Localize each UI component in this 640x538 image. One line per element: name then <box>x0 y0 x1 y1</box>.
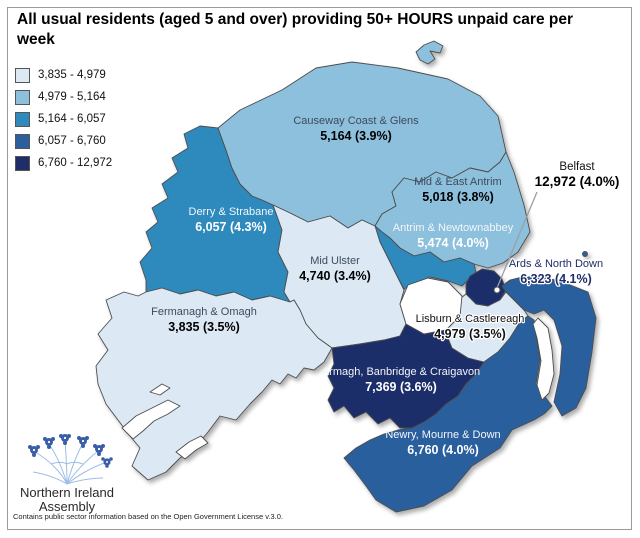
label-fermanagh-and-omagh: Fermanagh & Omagh 3,835 (3.5%) <box>151 306 257 334</box>
svg-text:6,057 (4.3%): 6,057 (4.3%) <box>195 220 267 234</box>
legend-item: 4,979 - 5,164 <box>15 86 112 108</box>
svg-text:Mid & East Antrim: Mid & East Antrim <box>414 176 501 188</box>
lough-erne-sliver <box>149 383 171 396</box>
svg-text:Newry, Mourne & Down: Newry, Mourne & Down <box>385 429 500 441</box>
legend-item: 5,164 - 6,057 <box>15 108 112 130</box>
legend-label: 6,057 - 6,760 <box>38 135 106 147</box>
svg-text:Mid Ulster: Mid Ulster <box>310 255 360 267</box>
lough-neagh <box>399 277 463 335</box>
svg-text:Belfast: Belfast <box>559 161 595 173</box>
legend-item: 6,057 - 6,760 <box>15 130 112 152</box>
svg-text:Ards & North Down: Ards & North Down <box>509 258 603 270</box>
legend-label: 4,979 - 5,164 <box>38 91 106 103</box>
region-fermanagh-and-omagh <box>95 287 333 481</box>
legend-swatch <box>15 67 30 83</box>
svg-text:5,474 (4.0%): 5,474 (4.0%) <box>417 236 489 250</box>
legend-label: 5,164 - 6,057 <box>38 113 106 125</box>
svg-text:5,018 (3.8%): 5,018 (3.8%) <box>422 190 494 204</box>
region-rathlin-island <box>415 40 444 65</box>
svg-text:Derry & Strabane: Derry & Strabane <box>189 206 274 218</box>
license-attribution: Contains public sector information based… <box>13 512 284 521</box>
svg-text:Lisburn & Castlereagh: Lisburn & Castlereagh <box>416 313 525 325</box>
logo-text-line2: Assembly <box>38 498 96 514</box>
strangford-lough <box>532 317 555 401</box>
belfast-anchor-dot <box>493 286 501 294</box>
svg-text:3,835 (3.5%): 3,835 (3.5%) <box>168 320 240 334</box>
belfast-leader-line <box>493 191 538 294</box>
logo-text-line1: Northern Ireland <box>20 485 114 500</box>
lower-lough-erne <box>121 399 181 440</box>
svg-text:Antrim & Newtownabbey: Antrim & Newtownabbey <box>393 222 514 234</box>
svg-text:7,369 (3.6%): 7,369 (3.6%) <box>365 380 437 394</box>
region-copeland-island <box>582 251 588 257</box>
label-antrim-and-newtownabbey: Antrim & Newtownabbey 5,474 (4.0%) <box>393 222 514 250</box>
region-ards-and-north-down <box>501 276 597 417</box>
legend-item: 6,760 - 12,972 <box>15 152 112 174</box>
svg-text:4,979 (3.5%): 4,979 (3.5%) <box>434 327 506 341</box>
label-causeway-coast-and-glens: Causeway Coast & Glens 5,164 (3.9%) <box>293 115 419 143</box>
svg-text:4,740 (3.4%): 4,740 (3.4%) <box>299 269 371 283</box>
legend-swatch <box>15 111 30 127</box>
label-ards-and-north-down: Ards & North Down 6,323 (4.1%) <box>508 257 605 287</box>
legend-label: 6,760 - 12,972 <box>38 157 113 169</box>
label-derry-and-strabane: Derry & Strabane 6,057 (4.3%) <box>189 206 274 234</box>
svg-text:12,972 (4.0%): 12,972 (4.0%) <box>535 174 620 189</box>
legend-swatch <box>15 133 30 149</box>
label-newry-mourne-and-down: Newry, Mourne & Down 6,760 (4.0%) <box>385 429 500 457</box>
svg-text:Armagh, Banbridge & Craigavon: Armagh, Banbridge & Craigavon <box>322 366 480 378</box>
legend-item: 3,835 - 4,979 <box>15 64 112 86</box>
label-armagh-banbridge-and-craigavon: Armagh, Banbridge & Craigavon 7,369 (3.6… <box>322 366 480 394</box>
label-belfast: Belfast 12,972 (4.0%) <box>535 161 620 189</box>
legend-swatch <box>15 155 30 171</box>
flax-emblem-icon <box>28 434 113 485</box>
svg-text:5,164 (3.9%): 5,164 (3.9%) <box>320 129 392 143</box>
svg-text:Causeway Coast & Glens: Causeway Coast & Glens <box>293 115 419 127</box>
legend-label: 3,835 - 4,979 <box>38 69 106 81</box>
svg-text:6,760 (4.0%): 6,760 (4.0%) <box>407 443 479 457</box>
label-lisburn-and-castlereagh: Lisburn & Castlereagh 4,979 (3.5%) <box>414 312 525 342</box>
svg-text:6,323 (4.1%): 6,323 (4.1%) <box>520 272 592 286</box>
svg-text:Fermanagh & Omagh: Fermanagh & Omagh <box>151 306 257 318</box>
page-title: All usual residents (aged 5 and over) pr… <box>17 11 573 49</box>
label-mid-ulster: Mid Ulster 4,740 (3.4%) <box>299 255 371 283</box>
legend-swatch <box>15 89 30 105</box>
label-mid-and-east-antrim: Mid & East Antrim 5,018 (3.8%) <box>414 176 501 204</box>
legend: 3,835 - 4,979 4,979 - 5,164 5,164 - 6,05… <box>15 64 112 174</box>
ni-assembly-logo: Northern Ireland Assembly <box>2 434 132 513</box>
upper-lough-erne <box>175 435 209 460</box>
